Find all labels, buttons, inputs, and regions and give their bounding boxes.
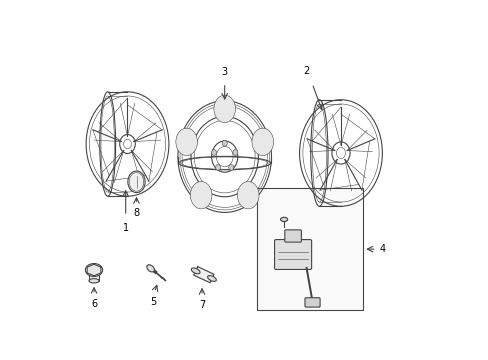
Bar: [89, 273, 99, 281]
Ellipse shape: [228, 165, 233, 170]
Ellipse shape: [280, 217, 287, 221]
Ellipse shape: [176, 128, 197, 156]
Ellipse shape: [89, 279, 99, 283]
Ellipse shape: [211, 150, 216, 156]
Text: 8: 8: [133, 208, 139, 218]
Text: 3: 3: [221, 67, 227, 77]
Ellipse shape: [127, 171, 145, 193]
Polygon shape: [193, 267, 214, 283]
Ellipse shape: [237, 181, 259, 209]
Ellipse shape: [146, 265, 154, 272]
Text: 4: 4: [378, 244, 385, 254]
Ellipse shape: [85, 264, 102, 276]
Text: 2: 2: [303, 66, 309, 76]
Ellipse shape: [207, 276, 216, 282]
Bar: [257, 188, 363, 310]
Ellipse shape: [222, 140, 227, 146]
Ellipse shape: [215, 165, 220, 170]
FancyBboxPatch shape: [284, 230, 301, 242]
Text: 6: 6: [91, 299, 97, 309]
Text: 7: 7: [199, 300, 205, 310]
Text: 1: 1: [122, 223, 128, 233]
Ellipse shape: [213, 95, 235, 122]
FancyBboxPatch shape: [305, 298, 320, 307]
Ellipse shape: [251, 128, 273, 156]
Text: 5: 5: [150, 297, 157, 307]
Ellipse shape: [232, 150, 238, 156]
FancyBboxPatch shape: [274, 240, 311, 269]
Ellipse shape: [190, 181, 211, 209]
Ellipse shape: [191, 268, 200, 274]
